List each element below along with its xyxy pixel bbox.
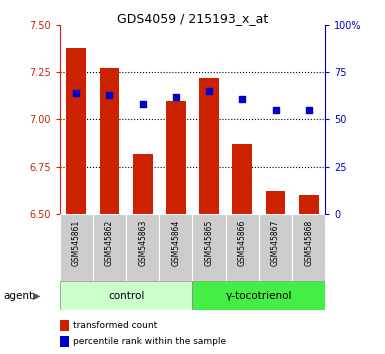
Text: GSM545867: GSM545867 <box>271 219 280 266</box>
Text: percentile rank within the sample: percentile rank within the sample <box>73 337 226 346</box>
Point <box>140 102 146 107</box>
Text: GDS4059 / 215193_x_at: GDS4059 / 215193_x_at <box>117 12 268 25</box>
Bar <box>93 214 126 281</box>
Text: GSM545866: GSM545866 <box>238 219 247 266</box>
Text: GSM545864: GSM545864 <box>171 219 181 266</box>
Point <box>106 92 112 98</box>
Bar <box>299 195 319 214</box>
Bar <box>259 214 292 281</box>
Point <box>306 107 312 113</box>
Text: transformed count: transformed count <box>73 321 157 330</box>
Point <box>173 94 179 99</box>
Point <box>239 96 245 102</box>
Bar <box>66 47 86 214</box>
Bar <box>226 214 259 281</box>
Bar <box>292 214 325 281</box>
Text: GSM545865: GSM545865 <box>204 219 214 266</box>
Text: GSM545868: GSM545868 <box>304 219 313 266</box>
Text: agent: agent <box>4 291 34 301</box>
Bar <box>166 101 186 214</box>
Text: GSM545862: GSM545862 <box>105 219 114 266</box>
Point <box>273 107 279 113</box>
Point <box>73 90 79 96</box>
Text: GSM545861: GSM545861 <box>72 219 81 266</box>
Text: GSM545863: GSM545863 <box>138 219 147 266</box>
Bar <box>192 214 226 281</box>
Text: control: control <box>108 291 144 301</box>
Bar <box>266 192 285 214</box>
Bar <box>99 68 119 214</box>
Bar <box>133 154 152 214</box>
Bar <box>126 214 159 281</box>
Bar <box>232 144 252 214</box>
Bar <box>60 281 192 310</box>
Bar <box>199 78 219 214</box>
Point <box>206 88 212 94</box>
Bar <box>159 214 192 281</box>
Text: ▶: ▶ <box>33 291 40 301</box>
Bar <box>192 281 325 310</box>
Text: γ-tocotrienol: γ-tocotrienol <box>226 291 292 301</box>
Bar <box>60 214 93 281</box>
